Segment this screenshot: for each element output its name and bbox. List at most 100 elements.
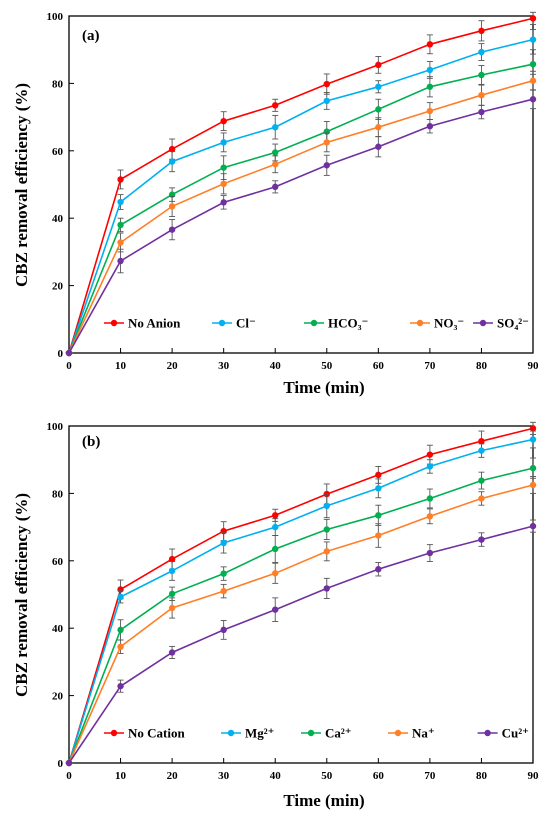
data-point bbox=[117, 257, 124, 265]
legend-label: Mg²⁺ bbox=[245, 726, 275, 741]
data-point bbox=[529, 464, 537, 472]
data-point bbox=[426, 513, 434, 520]
y-tick-label: 60 bbox=[52, 146, 64, 158]
data-point bbox=[220, 199, 227, 206]
x-tick-label: 40 bbox=[270, 770, 282, 782]
y-tick-label: 0 bbox=[58, 348, 64, 360]
legend-label: SO₄²⁻ bbox=[497, 316, 529, 331]
series-line bbox=[68, 427, 534, 764]
data-point bbox=[272, 161, 279, 168]
data-point bbox=[272, 512, 279, 519]
data-point bbox=[65, 349, 73, 357]
data-point bbox=[478, 477, 485, 484]
x-tick-label: 70 bbox=[424, 360, 436, 372]
data-point bbox=[375, 106, 382, 113]
legend-label: NO₃⁻ bbox=[434, 316, 464, 331]
legend-marker bbox=[394, 729, 402, 737]
data-point bbox=[478, 536, 485, 543]
data-point bbox=[478, 91, 485, 99]
data-point bbox=[117, 239, 124, 246]
legend-marker bbox=[218, 319, 226, 327]
series-0 bbox=[65, 421, 537, 767]
legend-label: Cl⁻ bbox=[236, 316, 256, 331]
data-point bbox=[375, 83, 382, 90]
data-point bbox=[426, 107, 434, 115]
x-tick-label: 80 bbox=[476, 360, 488, 372]
data-point bbox=[478, 48, 485, 56]
panel-label: (b) bbox=[82, 434, 100, 450]
data-point bbox=[375, 471, 382, 479]
series-line bbox=[68, 484, 534, 764]
x-tick-label: 90 bbox=[528, 770, 540, 782]
data-point bbox=[426, 66, 434, 74]
data-point bbox=[117, 593, 124, 601]
data-point bbox=[426, 495, 434, 502]
data-point bbox=[478, 108, 485, 116]
data-point bbox=[323, 162, 330, 169]
data-point bbox=[168, 226, 176, 233]
data-point bbox=[375, 485, 382, 492]
y-tick-label: 0 bbox=[58, 758, 64, 770]
data-point bbox=[220, 117, 227, 125]
data-point bbox=[529, 96, 537, 103]
data-point bbox=[168, 590, 176, 598]
data-point bbox=[168, 567, 176, 575]
data-point bbox=[168, 203, 176, 210]
legend: No Anion Cl⁻ HCO₃⁻ NO₃⁻ SO₄²⁻ bbox=[104, 316, 529, 331]
data-point bbox=[323, 80, 330, 88]
x-axis-title: Time (min) bbox=[283, 791, 364, 810]
x-tick-label: 10 bbox=[115, 770, 127, 782]
x-tick-label: 60 bbox=[373, 360, 385, 372]
data-point bbox=[375, 566, 382, 573]
y-axis-title: CBZ removal efficiency (%) bbox=[12, 83, 31, 287]
data-point bbox=[220, 539, 227, 547]
legend-marker bbox=[307, 729, 315, 737]
plot-frame bbox=[68, 425, 534, 764]
series-line bbox=[68, 467, 534, 764]
legend-label: No Cation bbox=[128, 726, 185, 741]
data-point bbox=[323, 548, 330, 555]
data-point bbox=[117, 221, 124, 229]
y-tick-label: 40 bbox=[52, 623, 64, 635]
data-point bbox=[529, 77, 537, 84]
data-point bbox=[478, 447, 485, 454]
series-4 bbox=[65, 519, 537, 767]
data-point bbox=[375, 124, 382, 131]
x-tick-label: 60 bbox=[373, 770, 385, 782]
series-line bbox=[68, 525, 534, 764]
data-point bbox=[375, 143, 382, 150]
x-tick-label: 20 bbox=[167, 360, 179, 372]
data-point bbox=[272, 183, 279, 191]
plot-frame bbox=[68, 15, 534, 354]
legend-label: HCO₃⁻ bbox=[328, 316, 368, 331]
x-tick-label: 40 bbox=[270, 360, 282, 372]
data-point bbox=[426, 41, 434, 48]
y-tick-label: 80 bbox=[52, 78, 64, 90]
legend-marker bbox=[110, 729, 118, 737]
data-point bbox=[529, 15, 537, 22]
chart-panel-b: 0 20 40 60 80 100 0 10 20 30 40 50 60 70 80 90 CBZ remov… bbox=[12, 421, 539, 810]
data-point bbox=[168, 649, 176, 656]
data-point bbox=[272, 606, 279, 613]
panel-label: (a) bbox=[82, 28, 100, 44]
data-point bbox=[323, 139, 330, 146]
x-tick-label: 50 bbox=[321, 360, 333, 372]
data-point bbox=[117, 176, 124, 183]
data-point bbox=[478, 71, 485, 79]
data-point bbox=[375, 532, 382, 539]
data-point bbox=[220, 180, 227, 188]
y-tick-label: 60 bbox=[52, 556, 64, 568]
legend-marker bbox=[110, 319, 118, 327]
series-line bbox=[68, 438, 534, 764]
y-tick-label: 40 bbox=[52, 213, 64, 225]
data-point bbox=[220, 626, 227, 634]
data-point bbox=[478, 495, 485, 502]
data-point bbox=[529, 36, 537, 43]
data-point bbox=[323, 526, 330, 533]
data-point bbox=[272, 523, 279, 531]
y-tick-label: 20 bbox=[52, 281, 64, 293]
x-tick-label: 50 bbox=[321, 770, 333, 782]
series-line bbox=[68, 17, 534, 354]
x-tick-label: 30 bbox=[218, 770, 230, 782]
